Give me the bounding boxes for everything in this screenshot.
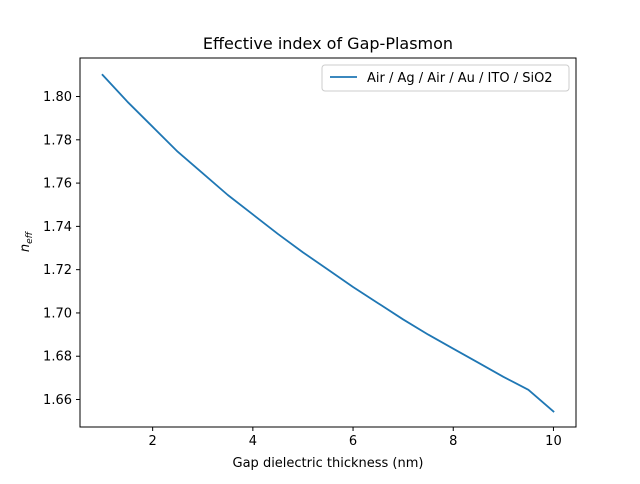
x-axis-ticks: 2 4 6 8 10: [149, 427, 562, 449]
y-tick-label: 1.76: [43, 177, 72, 192]
x-tick-label: 10: [545, 434, 562, 449]
y-axis-label: neff: [18, 230, 35, 252]
y-tick-label: 1.80: [43, 90, 72, 105]
x-tick-label: 6: [349, 434, 357, 449]
x-tick-label: 8: [449, 434, 457, 449]
y-axis-label-main: n: [18, 244, 33, 252]
legend-label: Air / Ag / Air / Au / ITO / SiO2: [367, 71, 553, 86]
series-layer: [101, 73, 555, 413]
y-tick-label: 1.74: [43, 220, 72, 235]
plot-area: 2 4 6 8 10 1.66 1.68 1.70 1.72 1.74 1.76 1.78 1.80: [43, 57, 577, 449]
legend-box: [321, 64, 570, 92]
y-axis-label-subscript: eff: [25, 230, 35, 244]
y-tick-label: 1.66: [43, 393, 72, 408]
y-axis-ticks: 1.66 1.68 1.70 1.72 1.74 1.76 1.78 1.80: [43, 90, 80, 408]
y-tick-label: 1.78: [43, 133, 72, 148]
chart-title: Effective index of Gap-Plasmon: [203, 34, 453, 53]
y-tick-label: 1.72: [43, 263, 72, 278]
x-tick-label: 2: [149, 434, 157, 449]
y-tick-label: 1.70: [43, 306, 72, 321]
legend: Air / Ag / Air / Au / ITO / SiO2: [321, 64, 570, 92]
plot-frame: [79, 57, 577, 428]
y-tick-label: 1.68: [43, 350, 72, 365]
x-tick-label: 4: [249, 434, 257, 449]
x-axis-label: Gap dielectric thickness (nm): [233, 456, 424, 471]
series-line: [101, 73, 555, 413]
